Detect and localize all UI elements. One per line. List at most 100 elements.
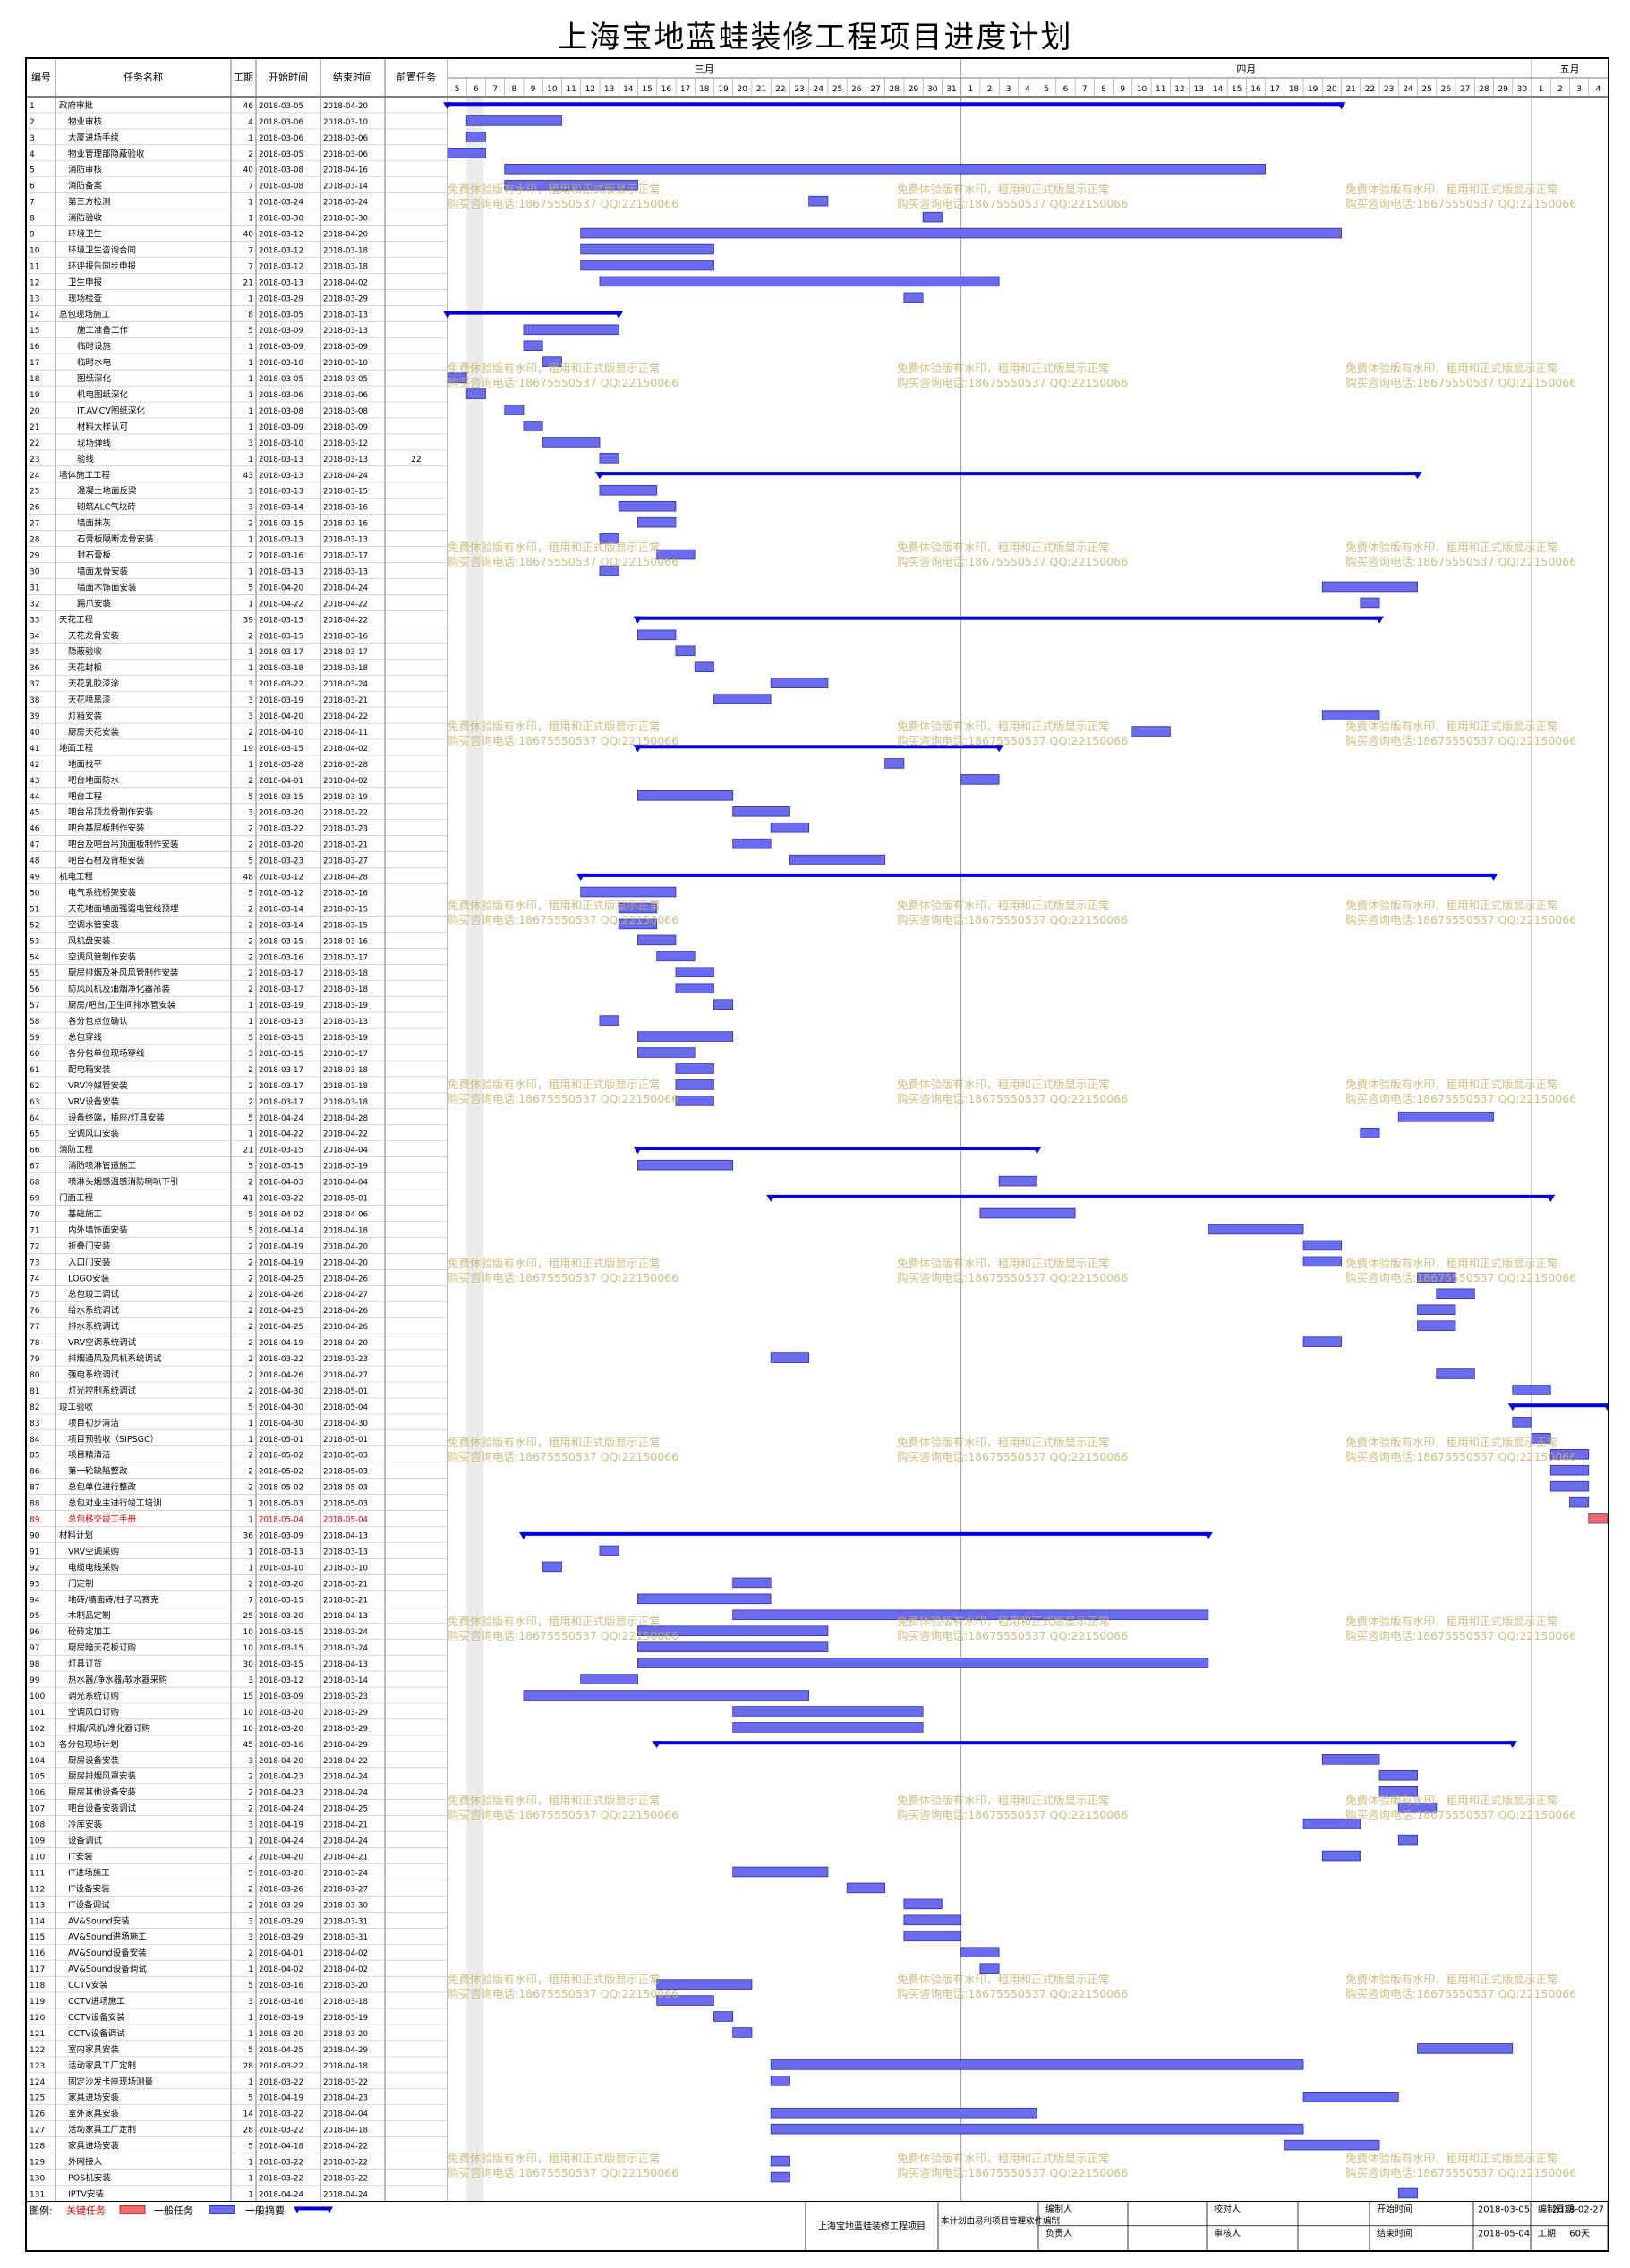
- watermark-line2: 购买咨询电话:18675550537 QQ:22150066: [448, 913, 678, 926]
- watermark-line1: 免费体验版有水印，租用和正式版显示正常: [448, 720, 661, 733]
- legend-label: 图例:: [30, 2204, 53, 2216]
- day-label: 11: [566, 85, 576, 94]
- task-id: 77: [30, 1323, 39, 1332]
- task-name: 折叠门安装: [68, 1241, 111, 1251]
- task-duration: 48: [243, 874, 254, 882]
- task-id: 118: [30, 1982, 45, 1991]
- task-end: 2018-04-24: [323, 1789, 368, 1798]
- task-name: 空调水管安装: [68, 919, 120, 930]
- footer-software: 本计划由易利项目管理软件编制: [941, 2216, 1060, 2227]
- task-start: 2018-04-22: [259, 600, 303, 609]
- task-end: 2018-03-29: [323, 294, 368, 303]
- day-label: 2: [1557, 85, 1563, 94]
- task-start: 2018-04-02: [259, 1210, 303, 1219]
- task-start: 2018-03-15: [259, 745, 303, 754]
- summary-bar-end-cap: [1032, 1147, 1042, 1155]
- task-name: 排水系统调试: [68, 1321, 120, 1332]
- task-id: 83: [30, 1420, 39, 1428]
- task-end: 2018-04-04: [323, 2110, 368, 2119]
- day-label: 4: [1596, 85, 1601, 94]
- day-label: 19: [1308, 85, 1319, 94]
- footer-duration-value: 60天: [1569, 2230, 1590, 2239]
- task-duration: 2: [248, 1275, 253, 1283]
- watermark-line2: 购买咨询电话:18675550537 QQ:22150066: [897, 1808, 1128, 1821]
- day-label: 22: [775, 85, 785, 94]
- task-end: 2018-04-26: [323, 1307, 368, 1316]
- task-id: 2: [30, 118, 35, 127]
- task-start: 2018-04-03: [259, 1179, 303, 1188]
- task-duration: 1: [248, 215, 253, 224]
- task-name: 空调风口安装: [68, 1129, 120, 1139]
- summary-bar-end-cap: [1336, 102, 1346, 110]
- task-end: 2018-04-02: [323, 1949, 368, 1958]
- task-end: 2018-03-16: [323, 889, 368, 898]
- task-duration: 1: [248, 1130, 253, 1139]
- task-end: 2018-05-04: [323, 1403, 368, 1412]
- task-name: 家具进场安装: [68, 2141, 120, 2152]
- task-end: 2018-04-28: [323, 874, 368, 882]
- task-start: 2018-03-29: [259, 1917, 303, 1926]
- task-start: 2018-03-14: [259, 905, 303, 914]
- summary-bar-start-cap: [443, 311, 452, 319]
- watermark-line2: 购买咨询电话:18675550537 QQ:22150066: [897, 1271, 1128, 1284]
- task-bar: [713, 999, 734, 1010]
- task-duration: 2: [248, 632, 253, 641]
- task-duration: 40: [243, 231, 254, 240]
- task-start: 2018-04-24: [259, 2190, 303, 2199]
- task-id: 119: [30, 1998, 45, 2007]
- task-id: 9: [30, 231, 35, 240]
- task-bar: [1417, 1304, 1456, 1316]
- task-name: 电气系统桥架安装: [68, 887, 137, 898]
- task-duration: 3: [248, 712, 253, 721]
- task-bar: [732, 2027, 753, 2038]
- task-duration: 5: [248, 2046, 253, 2055]
- watermark-line1: 免费体验版有水印，租用和正式版显示正常: [448, 899, 661, 912]
- task-name: 天花乳胶漆涂: [68, 678, 120, 689]
- task-id: 100: [30, 1692, 45, 1701]
- summary-bar: [580, 873, 1494, 877]
- task-start: 2018-04-25: [259, 2046, 303, 2055]
- legend-critical-swatch: [119, 2204, 146, 2214]
- task-name: 环境卫生: [68, 229, 103, 240]
- task-duration: 5: [248, 1869, 253, 1878]
- task-duration: 1: [248, 2190, 253, 2199]
- day-label: 26: [1441, 85, 1452, 94]
- task-duration: 5: [248, 1114, 253, 1123]
- task-bar: [1436, 1288, 1475, 1300]
- task-id: 65: [30, 1130, 39, 1139]
- task-start: 2018-03-19: [259, 2014, 303, 2023]
- task-name: 设备调试: [68, 1836, 103, 1846]
- task-name: 设备终端，插座/灯具安装: [68, 1113, 165, 1123]
- task-start: 2018-04-30: [259, 1387, 303, 1396]
- day-label: 22: [1365, 85, 1375, 94]
- task-duration: 4: [248, 118, 253, 127]
- task-start: 2018-03-05: [259, 375, 303, 384]
- task-start: 2018-03-17: [259, 969, 303, 978]
- task-bar: [846, 1882, 886, 1894]
- task-start: 2018-04-30: [259, 1403, 303, 1412]
- task-name: 天花喷黑漆: [68, 695, 111, 705]
- task-start: 2018-04-19: [259, 1339, 303, 1348]
- task-bar: [618, 902, 658, 914]
- task-bar: [637, 516, 677, 528]
- task-name: 空调风管制作安装: [68, 951, 137, 962]
- task-bar: [1512, 1417, 1532, 1428]
- task-name: 砼砖定加工: [68, 1626, 111, 1637]
- task-end: 2018-03-22: [323, 2078, 368, 2087]
- shaded-column: [466, 97, 484, 2202]
- task-bar: [770, 1352, 810, 1363]
- task-end: 2018-03-13: [323, 327, 368, 336]
- task-id: 117: [30, 1965, 45, 1974]
- task-name: 现场检查: [68, 293, 103, 303]
- task-start: 2018-03-20: [259, 1612, 303, 1621]
- task-start: 2018-03-20: [259, 1709, 303, 1718]
- watermark-line1: 免费体验版有水印，租用和正式版显示正常: [448, 183, 661, 196]
- header-start: 开始时间: [269, 71, 308, 83]
- watermark-line1: 免费体验版有水印，租用和正式版显示正常: [448, 541, 661, 554]
- summary-bar: [448, 102, 1342, 107]
- day-label: 7: [492, 85, 498, 94]
- task-end: 2018-03-31: [323, 1917, 368, 1926]
- task-duration: 2: [248, 1484, 253, 1493]
- task-start: 2018-05-02: [259, 1452, 303, 1461]
- day-label: 14: [623, 85, 634, 94]
